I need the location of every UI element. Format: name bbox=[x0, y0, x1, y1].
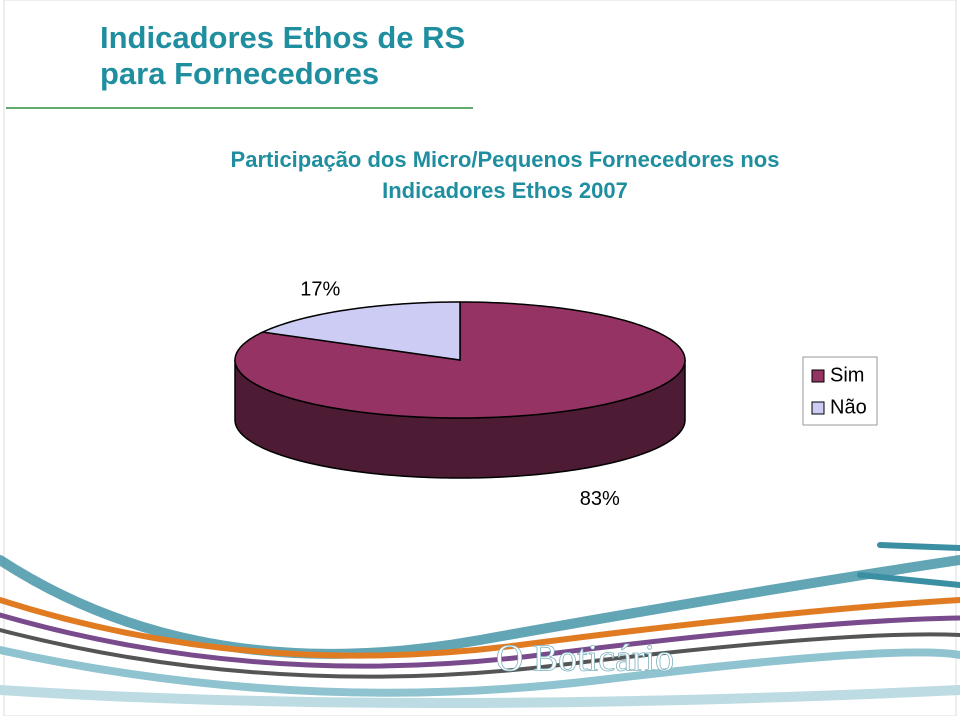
legend-label: Não bbox=[830, 396, 867, 418]
swoosh bbox=[877, 542, 960, 551]
swoosh bbox=[0, 612, 960, 669]
chart-title: Participação dos Micro/Pequenos Forneced… bbox=[231, 147, 780, 172]
slide-title: Indicadores Ethos de RS bbox=[100, 20, 465, 55]
legend-swatch bbox=[811, 401, 825, 415]
swoosh bbox=[0, 685, 960, 708]
slide-title: para Fornecedores bbox=[100, 56, 379, 91]
swoosh bbox=[0, 597, 960, 659]
pie: 83% 17% bbox=[234, 278, 686, 510]
legend: Sim Não bbox=[811, 364, 867, 418]
data-label: 17% bbox=[300, 278, 340, 300]
decoration bbox=[0, 542, 960, 708]
swoosh bbox=[0, 628, 960, 679]
data-label: 83% bbox=[580, 488, 620, 510]
legend-swatch bbox=[811, 369, 825, 383]
pie-slice bbox=[234, 301, 686, 419]
swoosh bbox=[857, 572, 960, 588]
logo: O Boticário bbox=[496, 638, 674, 680]
swoosh bbox=[0, 555, 960, 659]
legend-label: Sim bbox=[830, 364, 864, 386]
swoosh bbox=[0, 646, 960, 697]
pie-slice bbox=[260, 301, 461, 361]
chart-title: Indicadores Ethos 2007 bbox=[382, 178, 628, 203]
